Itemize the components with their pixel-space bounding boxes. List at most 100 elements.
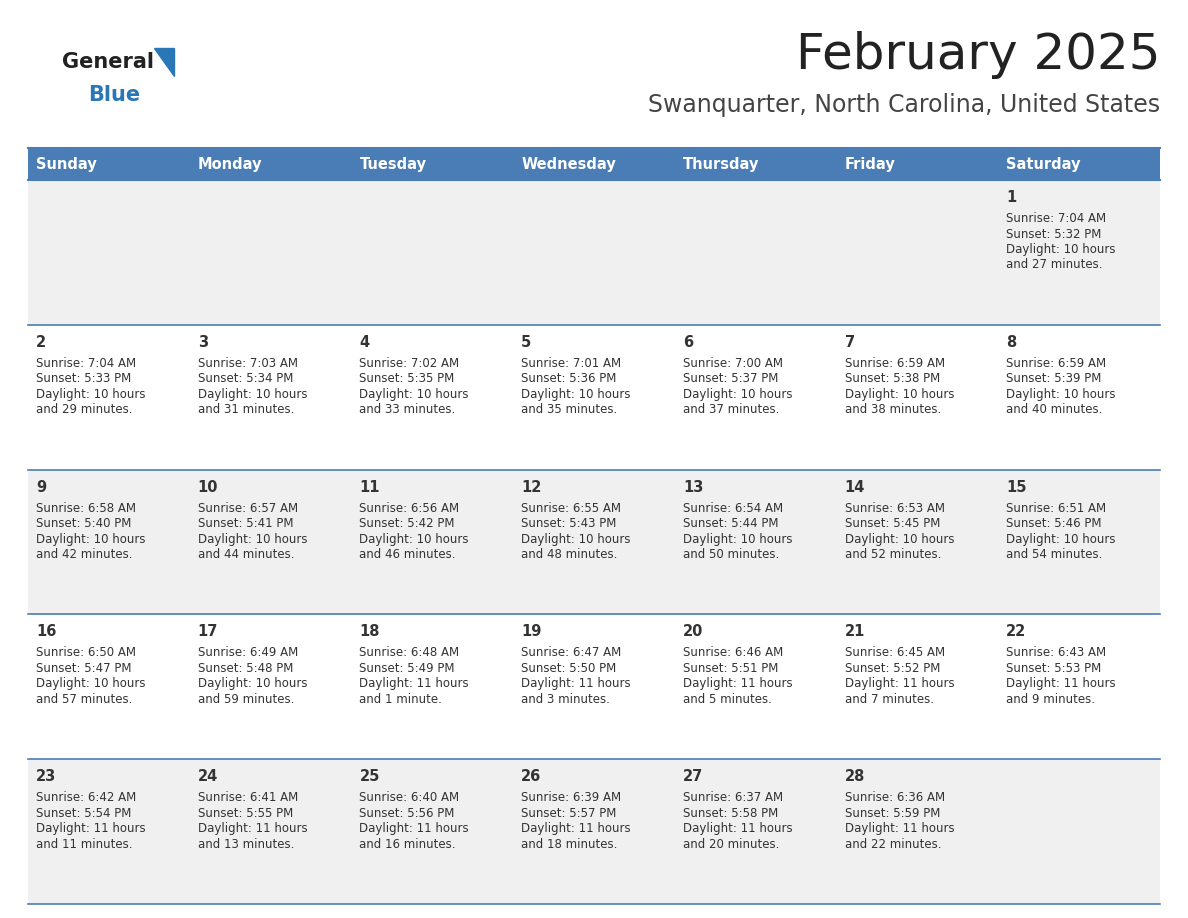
Text: and 40 minutes.: and 40 minutes. [1006, 403, 1102, 416]
Text: and 7 minutes.: and 7 minutes. [845, 693, 934, 706]
Bar [352, 180, 513, 325]
Bar [675, 759, 836, 904]
Text: and 29 minutes.: and 29 minutes. [36, 403, 133, 416]
Text: Daylight: 11 hours: Daylight: 11 hours [683, 677, 792, 690]
Text: 14: 14 [845, 479, 865, 495]
Bar [352, 759, 513, 904]
Bar [998, 759, 1159, 904]
Text: Sunrise: 6:36 AM: Sunrise: 6:36 AM [845, 791, 944, 804]
Text: 27: 27 [683, 769, 703, 784]
Bar [29, 759, 190, 904]
Text: Sunrise: 6:58 AM: Sunrise: 6:58 AM [36, 501, 135, 515]
Text: and 35 minutes.: and 35 minutes. [522, 403, 618, 416]
Text: Daylight: 10 hours: Daylight: 10 hours [36, 387, 145, 401]
Bar [190, 759, 352, 904]
Bar [675, 148, 836, 180]
Text: Sunrise: 6:48 AM: Sunrise: 6:48 AM [360, 646, 460, 659]
Text: Daylight: 10 hours: Daylight: 10 hours [197, 532, 308, 545]
Bar [675, 614, 836, 759]
Text: Sunset: 5:35 PM: Sunset: 5:35 PM [360, 373, 455, 386]
Text: Daylight: 11 hours: Daylight: 11 hours [845, 823, 954, 835]
Text: and 57 minutes.: and 57 minutes. [36, 693, 132, 706]
Text: Sunrise: 7:04 AM: Sunrise: 7:04 AM [36, 357, 137, 370]
Text: Monday: Monday [197, 156, 263, 172]
Text: Sunset: 5:37 PM: Sunset: 5:37 PM [683, 373, 778, 386]
Text: 18: 18 [360, 624, 380, 640]
Text: Sunrise: 6:43 AM: Sunrise: 6:43 AM [1006, 646, 1106, 659]
Text: 19: 19 [522, 624, 542, 640]
Bar [513, 614, 675, 759]
Bar [836, 614, 998, 759]
Text: Sunset: 5:32 PM: Sunset: 5:32 PM [1006, 228, 1101, 241]
Bar [998, 148, 1159, 180]
Text: 26: 26 [522, 769, 542, 784]
Text: and 33 minutes.: and 33 minutes. [360, 403, 456, 416]
Bar [352, 325, 513, 470]
Text: Daylight: 10 hours: Daylight: 10 hours [845, 387, 954, 401]
Text: Daylight: 11 hours: Daylight: 11 hours [683, 823, 792, 835]
Text: 6: 6 [683, 335, 693, 350]
Text: and 54 minutes.: and 54 minutes. [1006, 548, 1102, 561]
Text: Sunrise: 6:57 AM: Sunrise: 6:57 AM [197, 501, 298, 515]
Text: and 1 minute.: and 1 minute. [360, 693, 442, 706]
Text: Daylight: 10 hours: Daylight: 10 hours [683, 532, 792, 545]
Text: Blue: Blue [88, 85, 140, 105]
Bar [352, 148, 513, 180]
Text: Sunrise: 6:53 AM: Sunrise: 6:53 AM [845, 501, 944, 515]
Text: Sunset: 5:56 PM: Sunset: 5:56 PM [360, 807, 455, 820]
Bar [836, 325, 998, 470]
Text: Sunset: 5:46 PM: Sunset: 5:46 PM [1006, 517, 1101, 530]
Text: Thursday: Thursday [683, 156, 759, 172]
Text: General: General [62, 52, 154, 72]
Text: Daylight: 11 hours: Daylight: 11 hours [522, 823, 631, 835]
Text: Daylight: 11 hours: Daylight: 11 hours [845, 677, 954, 690]
Bar [29, 614, 190, 759]
Text: and 20 minutes.: and 20 minutes. [683, 838, 779, 851]
Bar [190, 614, 352, 759]
Bar [513, 470, 675, 614]
Text: Daylight: 10 hours: Daylight: 10 hours [1006, 532, 1116, 545]
Bar [998, 325, 1159, 470]
Text: Sunset: 5:42 PM: Sunset: 5:42 PM [360, 517, 455, 530]
Text: 16: 16 [36, 624, 56, 640]
Text: Sunrise: 6:59 AM: Sunrise: 6:59 AM [1006, 357, 1106, 370]
Bar [675, 180, 836, 325]
Text: Daylight: 10 hours: Daylight: 10 hours [197, 387, 308, 401]
Text: and 37 minutes.: and 37 minutes. [683, 403, 779, 416]
Text: Sunrise: 6:56 AM: Sunrise: 6:56 AM [360, 501, 460, 515]
Text: 12: 12 [522, 479, 542, 495]
Text: and 22 minutes.: and 22 minutes. [845, 838, 941, 851]
Bar [352, 470, 513, 614]
Text: Wednesday: Wednesday [522, 156, 615, 172]
Text: Sunset: 5:48 PM: Sunset: 5:48 PM [197, 662, 293, 675]
Text: 15: 15 [1006, 479, 1026, 495]
Text: Sunrise: 6:39 AM: Sunrise: 6:39 AM [522, 791, 621, 804]
Text: Sunset: 5:36 PM: Sunset: 5:36 PM [522, 373, 617, 386]
Text: 17: 17 [197, 624, 219, 640]
Bar [190, 148, 352, 180]
Bar [352, 614, 513, 759]
Text: Daylight: 10 hours: Daylight: 10 hours [197, 677, 308, 690]
Text: Sunset: 5:40 PM: Sunset: 5:40 PM [36, 517, 132, 530]
Text: Sunrise: 6:42 AM: Sunrise: 6:42 AM [36, 791, 137, 804]
Text: and 52 minutes.: and 52 minutes. [845, 548, 941, 561]
Text: 1: 1 [1006, 190, 1017, 205]
Text: Sunset: 5:33 PM: Sunset: 5:33 PM [36, 373, 131, 386]
Text: Sunrise: 6:59 AM: Sunrise: 6:59 AM [845, 357, 944, 370]
Text: and 50 minutes.: and 50 minutes. [683, 548, 779, 561]
Bar [675, 325, 836, 470]
Text: Sunrise: 6:47 AM: Sunrise: 6:47 AM [522, 646, 621, 659]
Text: Sunset: 5:38 PM: Sunset: 5:38 PM [845, 373, 940, 386]
Text: Sunrise: 6:55 AM: Sunrise: 6:55 AM [522, 501, 621, 515]
Text: Sunrise: 6:41 AM: Sunrise: 6:41 AM [197, 791, 298, 804]
Text: Sunrise: 6:40 AM: Sunrise: 6:40 AM [360, 791, 460, 804]
Text: Saturday: Saturday [1006, 156, 1081, 172]
Text: Sunset: 5:50 PM: Sunset: 5:50 PM [522, 662, 617, 675]
Text: and 27 minutes.: and 27 minutes. [1006, 259, 1102, 272]
Text: and 48 minutes.: and 48 minutes. [522, 548, 618, 561]
Text: Daylight: 10 hours: Daylight: 10 hours [36, 677, 145, 690]
Text: Sunset: 5:45 PM: Sunset: 5:45 PM [845, 517, 940, 530]
Text: 3: 3 [197, 335, 208, 350]
Text: Sunset: 5:57 PM: Sunset: 5:57 PM [522, 807, 617, 820]
Text: and 16 minutes.: and 16 minutes. [360, 838, 456, 851]
